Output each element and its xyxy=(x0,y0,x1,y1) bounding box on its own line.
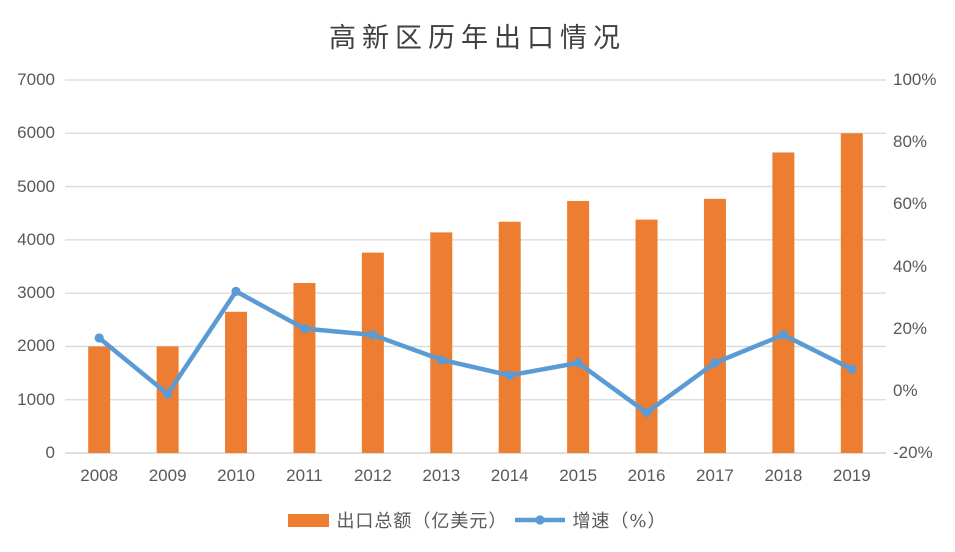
chart-title: 高新区历年出口情况 xyxy=(329,23,626,54)
left-axis-tick-2000: 2000 xyxy=(17,336,55,356)
left-axis-tick-4000: 4000 xyxy=(17,229,55,249)
export-bar-2014 xyxy=(498,221,521,453)
export-bar-2011 xyxy=(293,283,316,453)
growth-marker-2012 xyxy=(368,330,378,340)
export-bar-2017 xyxy=(703,198,726,453)
growth-marker-2010 xyxy=(231,286,241,296)
right-axis-tick-0%: 0% xyxy=(893,380,918,400)
x-axis-tick-2016: 2016 xyxy=(627,466,666,485)
left-axis-tick-3000: 3000 xyxy=(17,283,55,303)
legend: 出口总额（亿美元） 增速（%） xyxy=(0,507,955,533)
left-axis-tick-1000: 1000 xyxy=(17,389,55,409)
export-bar-2012 xyxy=(361,252,384,453)
right-axis-tick-60%: 60% xyxy=(893,194,928,214)
line-series-label: 增速（%） xyxy=(572,511,667,532)
growth-marker-2008 xyxy=(94,333,104,343)
growth-marker-2019 xyxy=(847,364,857,374)
export-bar-2008 xyxy=(88,346,111,453)
growth-marker-2014 xyxy=(505,370,515,380)
bar-series-label: 出口总额（亿美元） xyxy=(336,511,508,532)
x-axis-tick-2010: 2010 xyxy=(217,466,255,485)
x-axis-tick-2011: 2011 xyxy=(286,466,323,485)
growth-marker-2017 xyxy=(710,358,720,368)
x-axis-tick-2017: 2017 xyxy=(696,466,734,485)
growth-marker-2015 xyxy=(573,358,583,368)
left-axis-tick-6000: 6000 xyxy=(17,123,55,143)
growth-marker-2013 xyxy=(436,355,446,365)
export-bar-2009 xyxy=(156,346,179,453)
growth-line xyxy=(96,289,855,415)
export-bar-2010 xyxy=(225,311,248,453)
x-axis-tick-2009: 2009 xyxy=(148,466,187,485)
x-axis-tick-2012: 2012 xyxy=(353,466,392,485)
growth-marker-2016 xyxy=(641,407,652,418)
legend-line-marker xyxy=(535,515,546,525)
line-series-swatch xyxy=(515,515,566,525)
left-axis-tick-0: 0 xyxy=(45,443,55,462)
export-bar-2015 xyxy=(567,200,590,453)
export-bar-2013 xyxy=(430,232,453,453)
right-axis-tick-40%: 40% xyxy=(893,256,928,276)
export-bar-2018 xyxy=(772,152,795,453)
x-axis-tick-2019: 2019 xyxy=(832,466,871,485)
left-axis-tick-7000: 7000 xyxy=(17,70,55,89)
right-axis-tick-100%: 100% xyxy=(893,70,937,89)
right-axis-tick-20%: 20% xyxy=(893,318,928,338)
growth-marker-2011 xyxy=(299,324,310,334)
bar-series-swatch xyxy=(288,513,330,527)
x-axis-tick-2014: 2014 xyxy=(490,466,529,485)
export-bar-2016 xyxy=(635,219,658,453)
x-axis-tick-2013: 2013 xyxy=(422,466,461,485)
right-axis-tick--20%: -20% xyxy=(893,443,933,462)
right-axis-tick-80%: 80% xyxy=(893,132,928,152)
growth-marker-2009 xyxy=(163,389,173,399)
x-axis-tick-2008: 2008 xyxy=(80,466,119,485)
x-axis-tick-2018: 2018 xyxy=(764,466,803,485)
legend-item-growth: 增速（%） xyxy=(515,507,666,533)
legend-item-exports: 出口总额（亿美元） xyxy=(288,507,507,533)
x-axis-tick-2015: 2015 xyxy=(559,466,598,485)
export-bar-2019 xyxy=(840,133,863,454)
growth-marker-2018 xyxy=(778,330,788,340)
left-axis-tick-5000: 5000 xyxy=(17,176,55,196)
